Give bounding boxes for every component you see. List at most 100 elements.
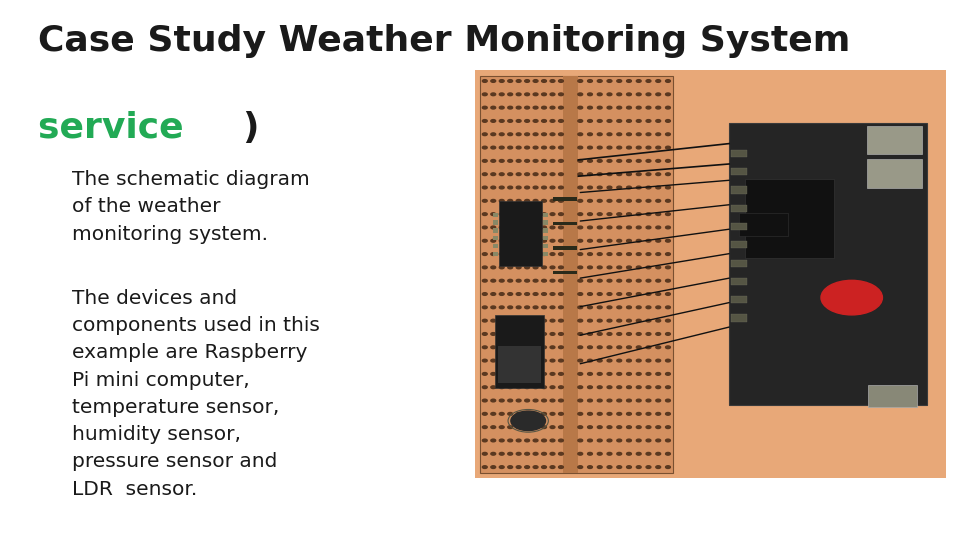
Circle shape [491,79,495,82]
Circle shape [665,333,670,335]
Circle shape [525,186,530,189]
Circle shape [508,239,513,242]
Circle shape [508,373,513,375]
Circle shape [541,146,546,149]
Circle shape [588,306,592,309]
Circle shape [550,106,555,109]
Circle shape [559,399,564,402]
Circle shape [491,239,495,242]
Circle shape [508,279,513,282]
Circle shape [656,439,660,442]
Bar [739,213,788,236]
Circle shape [499,266,504,269]
Circle shape [578,319,583,322]
Bar [492,228,498,233]
Bar [553,271,577,274]
Circle shape [525,133,530,136]
Circle shape [499,373,504,375]
Text: Case Study Weather Monitoring System: Case Study Weather Monitoring System [38,24,851,58]
Circle shape [636,159,641,162]
Circle shape [508,399,513,402]
Circle shape [627,333,632,335]
Circle shape [541,159,546,162]
Circle shape [491,319,495,322]
Circle shape [491,279,495,282]
Circle shape [533,426,538,429]
Circle shape [559,79,564,82]
Circle shape [665,93,670,96]
Circle shape [541,186,546,189]
Circle shape [597,319,602,322]
Circle shape [588,333,592,335]
Circle shape [578,239,583,242]
Circle shape [491,413,495,415]
Circle shape [499,293,504,295]
Circle shape [541,359,546,362]
Circle shape [627,373,632,375]
Bar [732,205,747,212]
Circle shape [646,266,651,269]
Bar [542,252,548,256]
Circle shape [607,173,612,176]
Circle shape [656,386,660,389]
Circle shape [508,159,513,162]
Circle shape [499,319,504,322]
Circle shape [627,293,632,295]
Circle shape [617,119,622,122]
Circle shape [636,199,641,202]
Circle shape [646,106,651,109]
Circle shape [508,386,513,389]
Circle shape [541,373,546,375]
Circle shape [491,119,495,122]
Circle shape [607,439,612,442]
Circle shape [483,199,488,202]
Circle shape [597,346,602,349]
Circle shape [483,453,488,455]
Circle shape [516,373,521,375]
Circle shape [617,413,622,415]
Circle shape [516,279,521,282]
Circle shape [607,119,612,122]
Circle shape [665,226,670,229]
Circle shape [483,186,488,189]
Circle shape [607,159,612,162]
Circle shape [588,186,592,189]
Circle shape [597,413,602,415]
Circle shape [559,306,564,309]
Circle shape [508,319,513,322]
Circle shape [646,213,651,215]
Circle shape [588,453,592,455]
Circle shape [636,239,641,242]
Circle shape [656,453,660,455]
Circle shape [541,133,546,136]
Bar [732,278,747,285]
Circle shape [525,226,530,229]
Bar [868,384,917,407]
Circle shape [533,386,538,389]
Circle shape [617,199,622,202]
Circle shape [627,119,632,122]
Circle shape [533,453,538,455]
Circle shape [533,119,538,122]
Circle shape [636,253,641,255]
Circle shape [627,106,632,109]
Circle shape [578,226,583,229]
Circle shape [646,386,651,389]
Circle shape [656,359,660,362]
Circle shape [646,119,651,122]
Circle shape [636,453,641,455]
Circle shape [508,306,513,309]
Circle shape [559,439,564,442]
Circle shape [525,453,530,455]
Circle shape [541,346,546,349]
Circle shape [636,279,641,282]
Circle shape [516,453,521,455]
Circle shape [665,413,670,415]
Circle shape [499,226,504,229]
Circle shape [617,146,622,149]
Circle shape [516,213,521,215]
Circle shape [525,266,530,269]
Circle shape [483,79,488,82]
Circle shape [646,93,651,96]
Circle shape [636,146,641,149]
